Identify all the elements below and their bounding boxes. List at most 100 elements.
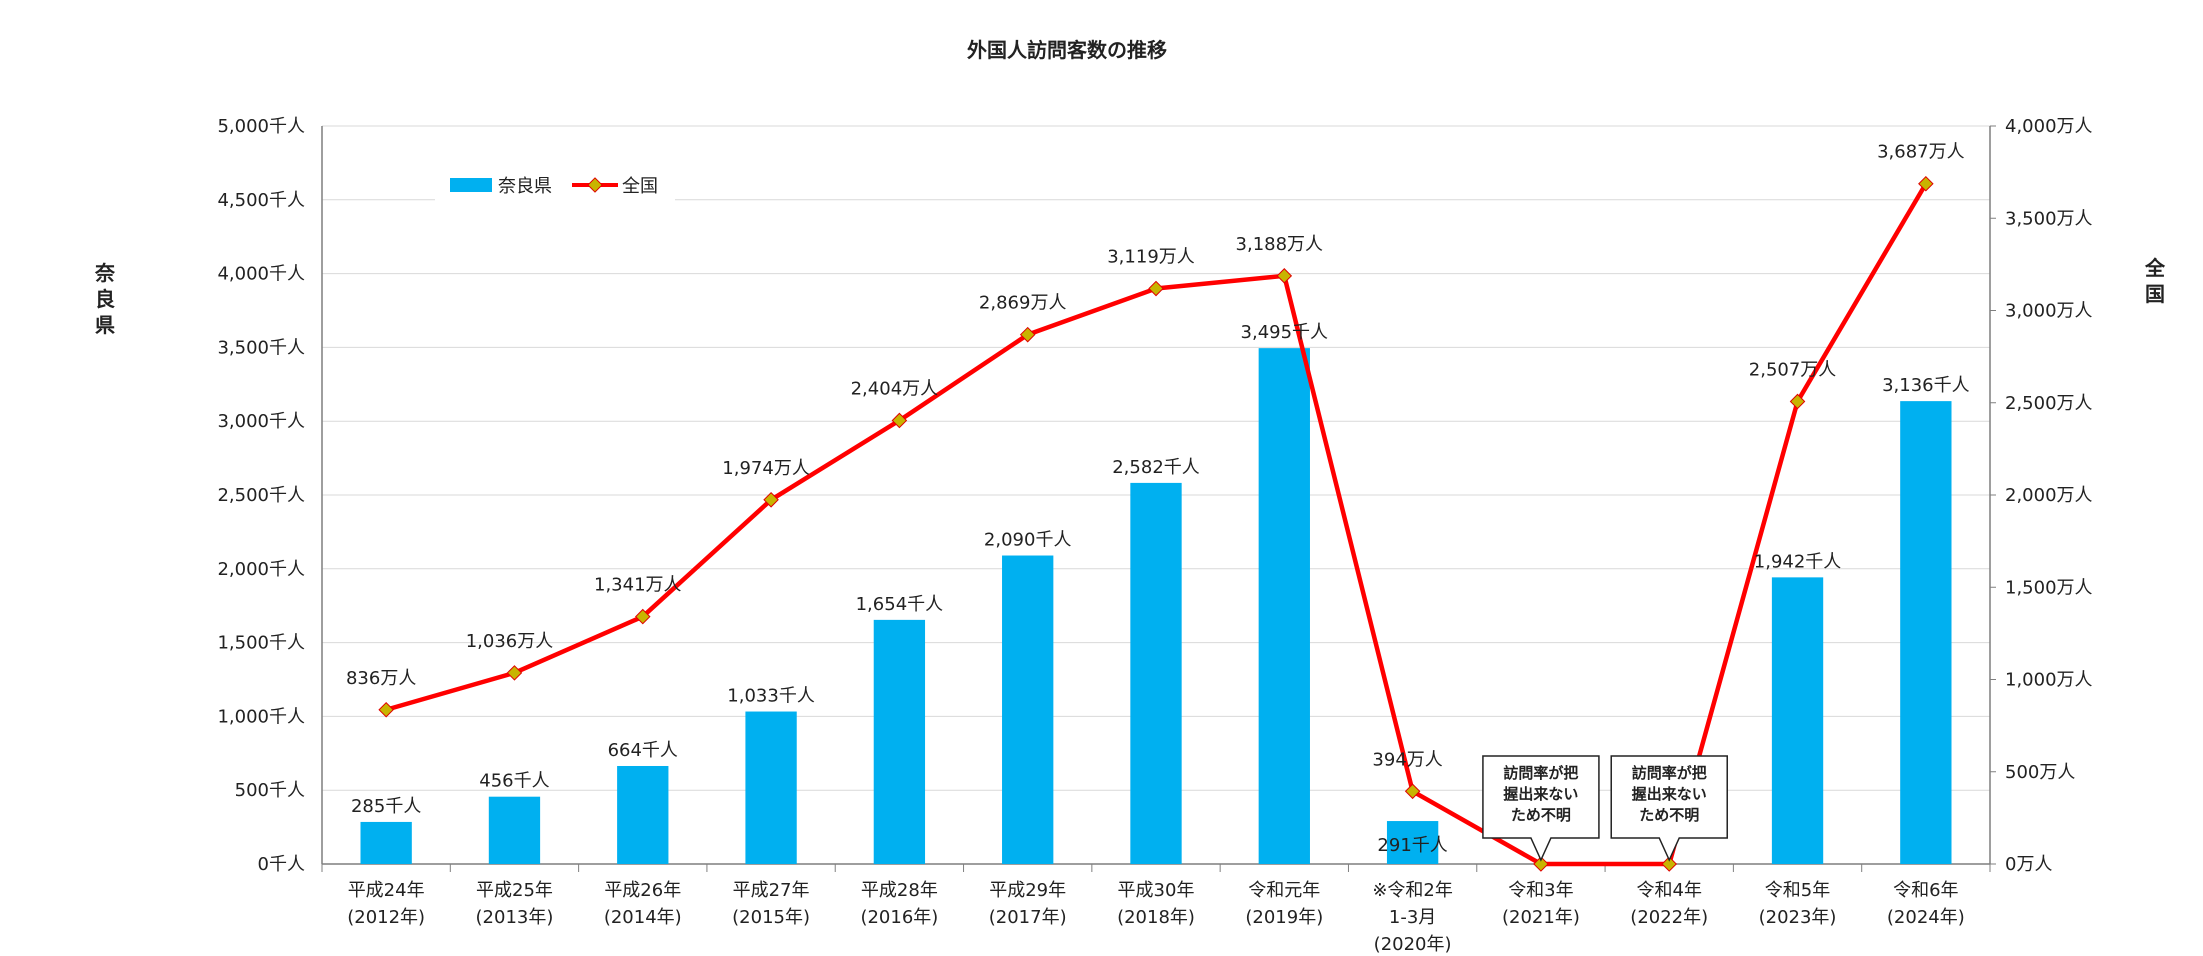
callout-text: 握出来ない (1503, 785, 1578, 803)
left-tick-label: 2,000千人 (217, 559, 305, 580)
left-axis-title: 奈良県 (94, 261, 116, 337)
x-tick-label: 平成30年(2018年) (1117, 880, 1195, 928)
right-axis: 0万人 500万人 1,000万人 1,500万人 2,000万人 2,500万人 3,00… (1989, 116, 2093, 875)
bar-value-label: 3,136千人 (1882, 375, 1970, 396)
line-value-label: 2,507万人 (1749, 359, 1837, 380)
x-tick-label: 令和4年(2022年) (1630, 880, 1708, 928)
bar (1130, 482, 1182, 864)
right-tick-label: 2,000万人 (2005, 485, 2093, 506)
bar-value-label: 1,942千人 (1754, 551, 1842, 572)
bar (873, 619, 926, 864)
line-point (1661, 856, 1678, 872)
line-point (1148, 280, 1164, 297)
x-tick-label: 令和6年(2024年) (1887, 880, 1965, 928)
right-tick-label: 3,000万人 (2005, 301, 2093, 322)
bar (745, 711, 797, 864)
x-tick-label: 平成28年(2016年) (860, 880, 938, 928)
line-value-label: 1,341万人 (594, 575, 682, 596)
line-value-label: 2,869万人 (979, 293, 1067, 314)
line-value-label: 3,119万人 (1107, 247, 1195, 268)
line-point (1019, 326, 1036, 343)
left-tick-label: 4,500千人 (217, 190, 305, 211)
line-point (1789, 393, 1806, 410)
bar-value-label: 285千人 (351, 796, 421, 817)
x-tick-label: 令和5年(2023年) (1759, 880, 1837, 928)
bar-value-label: 456千人 (479, 771, 549, 792)
legend-label-nara: 奈良県 (498, 176, 552, 197)
x-tick-label: 平成26年(2014年) (604, 880, 682, 928)
line-point (378, 701, 394, 718)
callout-text: 訪問率が把 (1632, 764, 1707, 782)
right-tick-label: 4,000万人 (2005, 116, 2093, 137)
left-tick-label: 0千人 (258, 854, 305, 875)
line-value-label: 1,036万人 (466, 631, 554, 652)
bar (617, 765, 669, 864)
line-value-label: 2,404万人 (851, 378, 939, 399)
line-point (1276, 268, 1293, 284)
bar (1002, 555, 1054, 864)
line-point (1918, 175, 1934, 192)
callout-box (1482, 755, 1600, 862)
line-point (634, 608, 651, 625)
left-axis: 0千人 500千人 1,000千人 1,500千人 2,000千人 2,500千人 3,00… (217, 116, 323, 875)
callout-box (1610, 755, 1728, 862)
bar-series-nara (360, 348, 1952, 864)
x-tick-label: 平成27年(2015年) (732, 880, 810, 928)
left-tick-label: 3,500千人 (217, 337, 305, 358)
line-value-label: 836万人 (346, 668, 416, 689)
left-tick-label: 4,000千人 (217, 264, 305, 285)
line-point (1533, 856, 1549, 872)
line-point (763, 492, 779, 508)
legend-marker-national (587, 177, 603, 193)
line-point (506, 665, 523, 681)
data-labels: 285千人 456千人 664千人 1,033千人 1,654千人 2,090千人 2,58… (346, 142, 1970, 856)
line-series-national (378, 175, 1934, 872)
left-tick-label: 500千人 (235, 780, 305, 801)
bar-value-label: 664千人 (608, 740, 678, 761)
callout-text: 握出来ない (1632, 785, 1707, 803)
bar-value-label: 3,495千人 (1241, 322, 1329, 343)
line-value-label: 3,687万人 (1877, 142, 1965, 163)
x-axis: 平成24年(2012年) 平成25年(2013年) 平成26年(2014年) 平成27… (321, 864, 1991, 955)
x-tick-label: 平成25年(2013年) (476, 880, 554, 928)
right-tick-label: 3,500万人 (2005, 208, 2093, 229)
legend-label-national: 全国 (622, 176, 658, 197)
bar (1258, 348, 1310, 864)
bar-value-label: 1,654千人 (856, 594, 944, 615)
chart-title: 外国人訪問客数の推移 (967, 38, 1167, 62)
x-tick-label: ※令和2年 1-3月(2020年) (1372, 880, 1453, 955)
legend: 奈良県 全国 (435, 166, 675, 202)
line-point (1404, 783, 1421, 800)
right-tick-label: 1,500万人 (2005, 577, 2093, 598)
line-value-label: 394万人 (1372, 749, 1442, 770)
bar-value-label: 291千人 (1377, 835, 1447, 856)
bar-value-label: 2,582千人 (1112, 457, 1200, 478)
line-value-label: 1,974万人 (722, 458, 810, 479)
callout-text: 訪問率が把 (1503, 764, 1578, 782)
right-tick-label: 2,500万人 (2005, 393, 2093, 414)
right-tick-label: 1,000万人 (2005, 670, 2093, 691)
bar-value-label: 1,033千人 (727, 686, 815, 707)
left-tick-label: 3,000千人 (217, 411, 305, 432)
right-tick-label: 0万人 (2005, 854, 2052, 875)
line-value-label: 3,188万人 (1236, 234, 1324, 255)
left-tick-label: 5,000千人 (217, 116, 305, 137)
right-tick-label: 500万人 (2005, 762, 2075, 783)
bar (1386, 821, 1439, 864)
x-tick-label: 令和3年(2021年) (1502, 880, 1580, 928)
bar (1900, 401, 1952, 864)
bar (1771, 577, 1824, 864)
bar (488, 796, 541, 864)
bar-value-label: 2,090千人 (984, 530, 1072, 551)
right-axis-title: 全国 (2144, 256, 2166, 306)
callout-text: ため不明 (1639, 806, 1699, 824)
legend-swatch-nara (450, 178, 492, 192)
x-tick-label: 令和元年(2019年) (1245, 880, 1323, 928)
bar (360, 821, 412, 864)
callout-text: ため不明 (1511, 806, 1571, 824)
x-tick-label: 平成29年(2017年) (989, 880, 1067, 928)
line-point (891, 412, 908, 429)
left-tick-label: 1,000千人 (217, 706, 305, 727)
